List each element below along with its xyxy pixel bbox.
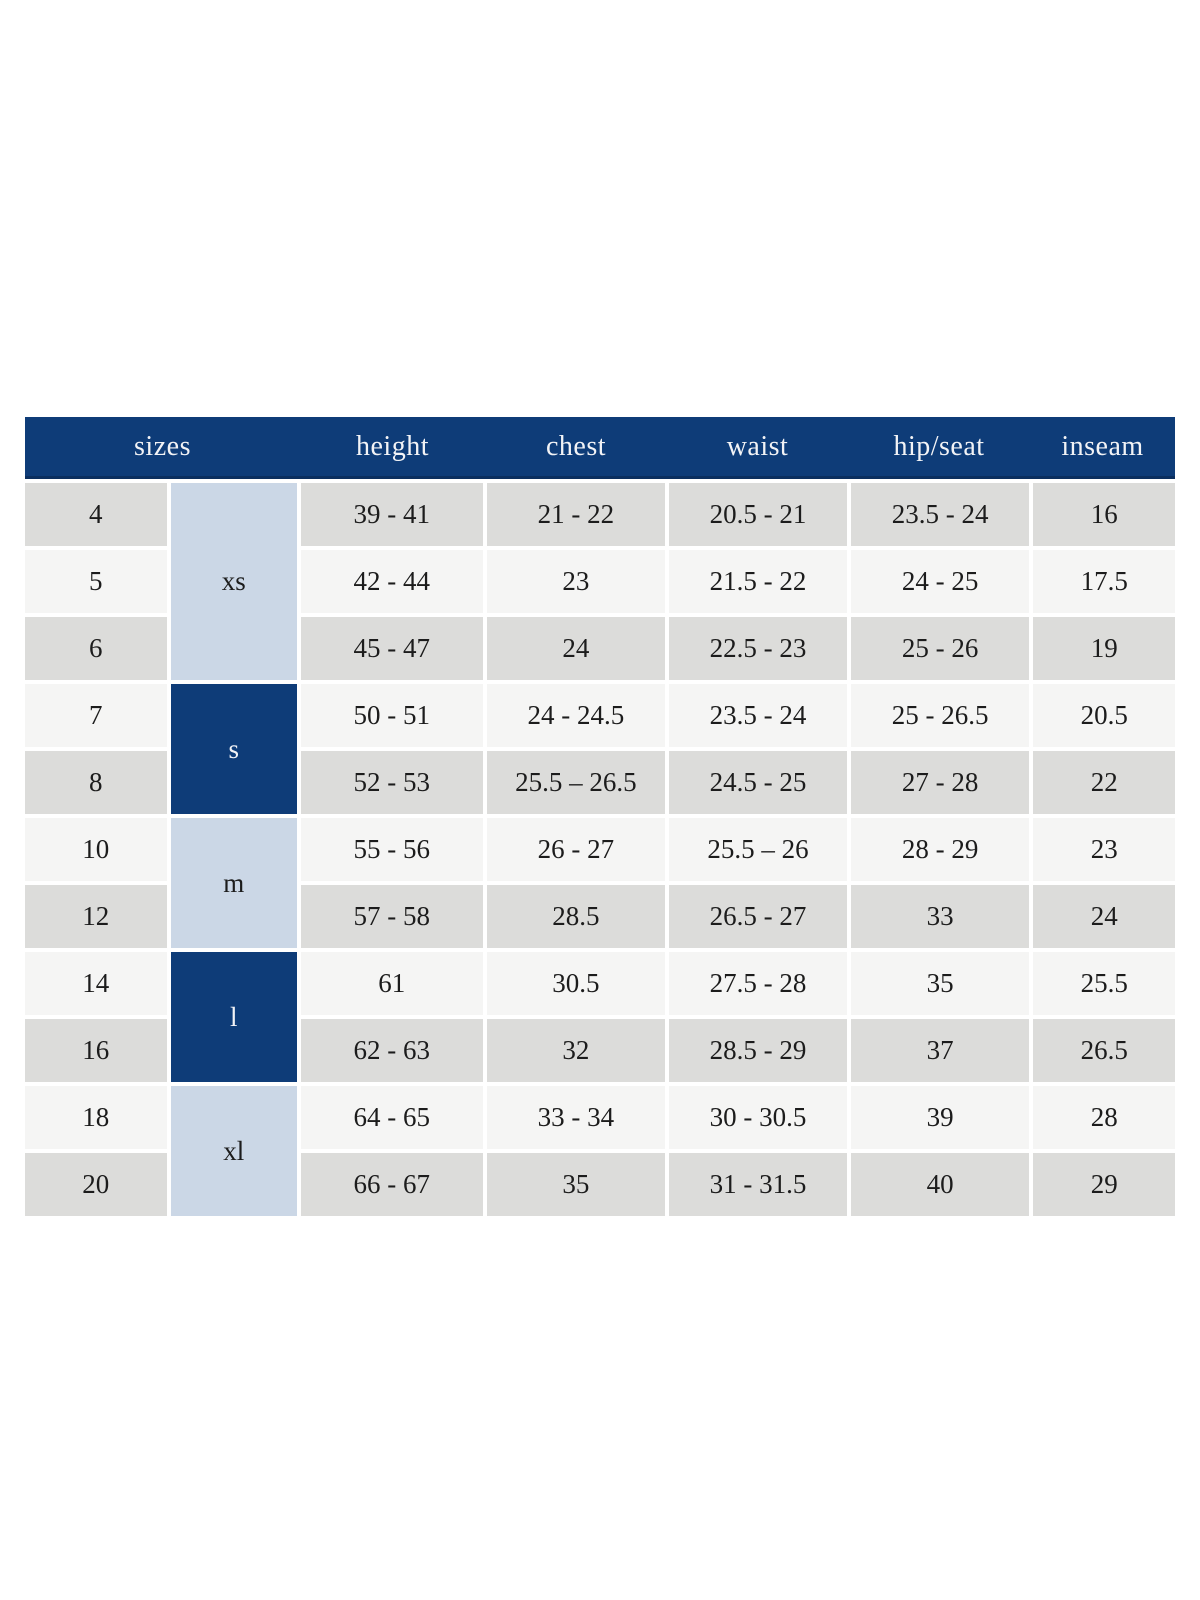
cell-inseam: 29 (1033, 1153, 1175, 1216)
cell-height: 39 - 41 (300, 483, 483, 546)
header-cell-sizes: sizes (134, 430, 191, 462)
size-chart-table: sizes height chest waist hip/seat inseam… (25, 417, 1175, 1216)
cell-waist: 30 - 30.5 (669, 1086, 847, 1149)
cell-chest: 32 (486, 1019, 666, 1082)
cell-hip-seat: 24 - 25 (850, 550, 1030, 613)
cell-inseam: 16 (1033, 483, 1175, 546)
cell-waist: 27.5 - 28 (669, 952, 847, 1015)
cell-size: 4 (25, 483, 167, 546)
cell-chest: 25.5 – 26.5 (486, 751, 666, 814)
cell-height: 50 - 51 (300, 684, 483, 747)
cell-height: 62 - 63 (300, 1019, 483, 1082)
header-cell-height: height (356, 430, 429, 462)
cell-waist: 26.5 - 27 (669, 885, 847, 948)
cell-inseam: 28 (1033, 1086, 1175, 1149)
cell-waist: 31 - 31.5 (669, 1153, 847, 1216)
header-cell-hip-seat: hip/seat (893, 430, 985, 462)
cell-size: 6 (25, 617, 167, 680)
cell-hip-seat: 39 (850, 1086, 1030, 1149)
cell-chest: 24 - 24.5 (486, 684, 666, 747)
cell-height: 42 - 44 (300, 550, 483, 613)
cell-size-group-l: l (170, 952, 297, 1082)
cell-height: 45 - 47 (300, 617, 483, 680)
header-cell-inseam: inseam (1061, 430, 1144, 462)
cell-chest: 28.5 (486, 885, 666, 948)
cell-waist: 23.5 - 24 (669, 684, 847, 747)
cell-size: 7 (25, 684, 167, 747)
cell-height: 66 - 67 (300, 1153, 483, 1216)
cell-chest: 23 (486, 550, 666, 613)
cell-waist: 28.5 - 29 (669, 1019, 847, 1082)
cell-waist: 24.5 - 25 (669, 751, 847, 814)
cell-hip-seat: 23.5 - 24 (850, 483, 1030, 546)
table-header-row: sizes height chest waist hip/seat inseam (25, 417, 1175, 479)
cell-inseam: 19 (1033, 617, 1175, 680)
cell-height: 52 - 53 (300, 751, 483, 814)
cell-hip-seat: 25 - 26 (850, 617, 1030, 680)
cell-hip-seat: 28 - 29 (850, 818, 1030, 881)
header-cell-waist: waist (726, 430, 789, 462)
cell-chest: 30.5 (486, 952, 666, 1015)
cell-size-group-xs: xs (170, 483, 297, 680)
cell-size: 16 (25, 1019, 167, 1082)
cell-waist: 22.5 - 23 (669, 617, 847, 680)
cell-waist: 21.5 - 22 (669, 550, 847, 613)
cell-height: 61 (300, 952, 483, 1015)
cell-hip-seat: 25 - 26.5 (850, 684, 1030, 747)
cell-size-group-m: m (170, 818, 297, 948)
cell-hip-seat: 27 - 28 (850, 751, 1030, 814)
cell-hip-seat: 35 (850, 952, 1030, 1015)
cell-inseam: 17.5 (1033, 550, 1175, 613)
cell-size: 12 (25, 885, 167, 948)
cell-size: 8 (25, 751, 167, 814)
cell-size: 18 (25, 1086, 167, 1149)
cell-waist: 20.5 - 21 (669, 483, 847, 546)
cell-hip-seat: 33 (850, 885, 1030, 948)
cell-size-group-xl: xl (170, 1086, 297, 1216)
cell-chest: 33 - 34 (486, 1086, 666, 1149)
cell-hip-seat: 37 (850, 1019, 1030, 1082)
cell-hip-seat: 40 (850, 1153, 1030, 1216)
cell-inseam: 25.5 (1033, 952, 1175, 1015)
header-cell-chest: chest (545, 430, 607, 462)
cell-height: 57 - 58 (300, 885, 483, 948)
cell-inseam: 24 (1033, 885, 1175, 948)
cell-size: 20 (25, 1153, 167, 1216)
cell-height: 64 - 65 (300, 1086, 483, 1149)
cell-waist: 25.5 – 26 (669, 818, 847, 881)
cell-chest: 26 - 27 (486, 818, 666, 881)
cell-size: 5 (25, 550, 167, 613)
cell-size-group-s: s (170, 684, 297, 814)
cell-chest: 35 (486, 1153, 666, 1216)
cell-chest: 21 - 22 (486, 483, 666, 546)
cell-inseam: 26.5 (1033, 1019, 1175, 1082)
cell-size: 14 (25, 952, 167, 1015)
cell-inseam: 22 (1033, 751, 1175, 814)
table-body: 4 xs 39 - 41 21 - 22 20.5 - 21 23.5 - 24… (25, 483, 1175, 1216)
cell-inseam: 23 (1033, 818, 1175, 881)
cell-size: 10 (25, 818, 167, 881)
cell-height: 55 - 56 (300, 818, 483, 881)
cell-inseam: 20.5 (1033, 684, 1175, 747)
cell-chest: 24 (486, 617, 666, 680)
